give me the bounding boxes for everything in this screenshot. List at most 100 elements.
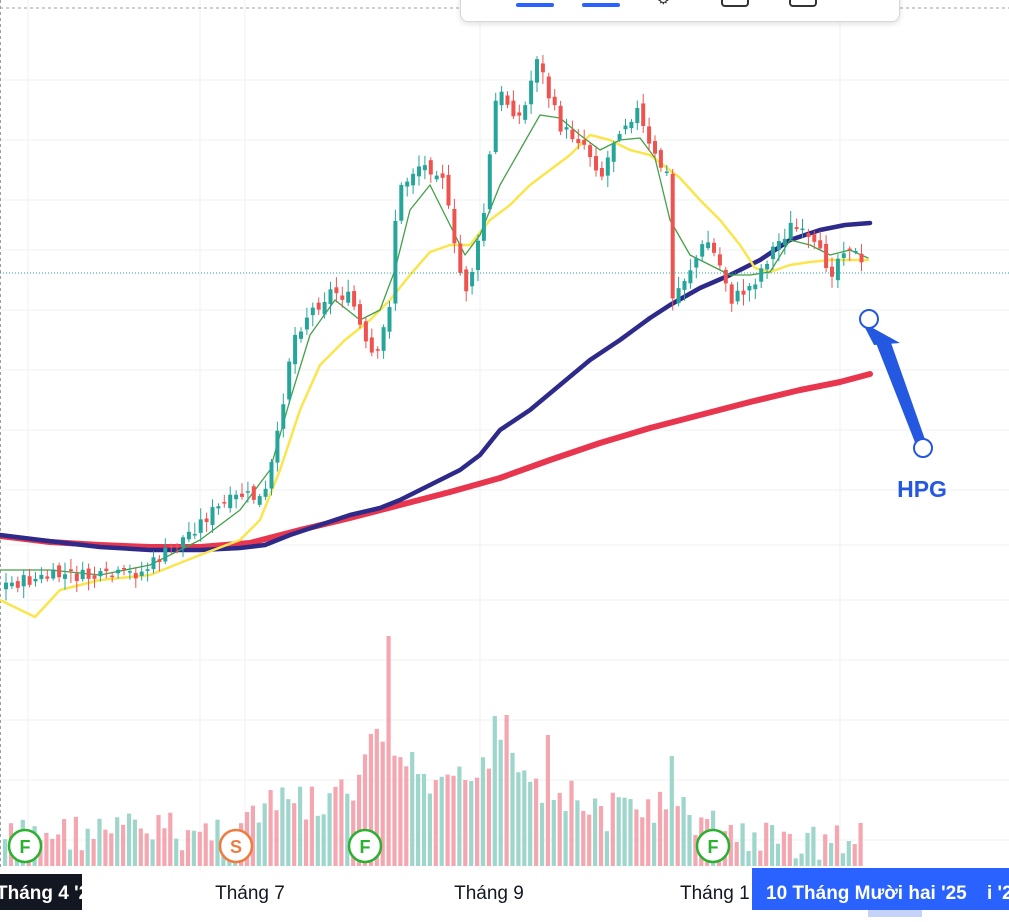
volume-bar [339,779,344,866]
volume-bar [67,849,73,866]
lock-icon[interactable] [721,0,749,7]
volume-bar [823,834,828,866]
candle-body [21,575,26,587]
candle-body [363,321,368,342]
volume-bar [628,799,633,866]
volume-bar [73,816,78,866]
candle-body [387,307,392,332]
candle-body [269,461,274,489]
candle-body [428,160,433,175]
event-marker-label: S [230,837,242,857]
volume-bar [250,805,255,866]
candle-body [458,243,463,273]
volume-bar [693,834,698,866]
event-marker-label: F [360,837,371,857]
volume-bar [775,843,781,866]
volume-bar [351,800,356,866]
volume-bar [357,774,362,866]
candle-body [546,76,551,99]
volume-bar [374,728,379,866]
arrow-start-handle[interactable] [859,309,879,329]
arrow-end-handle[interactable] [913,438,933,458]
volume-bar [728,824,733,866]
volume-bar [315,815,320,866]
volume-bar [811,826,816,866]
volume-bar [392,755,397,866]
candle-body [98,571,103,577]
candle-body [676,288,681,304]
candle-body [723,269,728,284]
volume-bar [191,830,196,866]
line-style-icon[interactable] [516,3,554,7]
candle-body [293,334,298,365]
volume-bar [563,811,568,866]
volume-bar [758,850,763,866]
candle-body [688,270,693,284]
volume-bar [817,859,822,866]
event-marker[interactable]: F [347,828,383,864]
candle-body [240,493,244,497]
volume-bar [292,803,297,866]
trailing-date-label: i '2 [987,883,1009,904]
candle-body [729,284,734,304]
candle-body [405,181,410,187]
volume-bar [115,817,120,866]
volume-bar [174,838,179,866]
moving-average-lines [0,114,873,619]
time-tick-2: Tháng 9 [454,883,524,904]
volume-bar [486,768,491,866]
candle-body [169,545,174,548]
volume-bar [681,796,686,866]
candle-body [765,263,770,270]
volume-bar [50,838,55,866]
candle-body [74,573,79,581]
candle-body [523,105,528,120]
candle-body [39,574,44,580]
candle-body [505,95,510,105]
volume-bar [398,757,403,866]
candle-body [670,173,675,299]
volume-bar [669,756,674,866]
volume-bar [675,806,680,866]
candle-body [493,100,498,153]
event-marker[interactable]: F [7,828,43,864]
candle-body [617,134,622,140]
volume-bar [309,786,314,866]
candle-body [127,571,132,573]
candle-body [611,143,616,162]
candle-body [576,139,581,144]
event-marker[interactable]: F [695,828,731,864]
candle-body [104,568,109,572]
volume-bar [622,797,627,866]
candle-body [381,327,386,351]
volume-bar [610,792,615,866]
volume-bar [557,792,562,866]
volume-bar [581,810,586,866]
hpg-arrow-annotation[interactable]: HPG [859,309,947,502]
candle-body [517,112,522,116]
candle-body [4,582,8,590]
candle-body [393,220,398,304]
volume-bar [770,825,775,866]
volume-bar [380,741,385,866]
line-style-icon[interactable] [582,3,620,7]
volume-bar [799,853,804,866]
candle-body [658,150,663,168]
candle-body [841,253,846,258]
settings-icon[interactable]: ⚙ [657,0,670,8]
volume-bar [162,828,167,866]
delete-icon[interactable] [789,0,817,7]
volume-bar [286,799,291,866]
candle-body [192,534,197,536]
candle-body [92,575,97,579]
candle-body [287,361,292,400]
event-marker[interactable]: S [218,828,254,864]
volume-bar [663,809,668,866]
volume-bar [185,830,191,866]
volume-bar [451,775,456,866]
volume-bar [203,823,208,866]
volume-bar [852,844,857,866]
